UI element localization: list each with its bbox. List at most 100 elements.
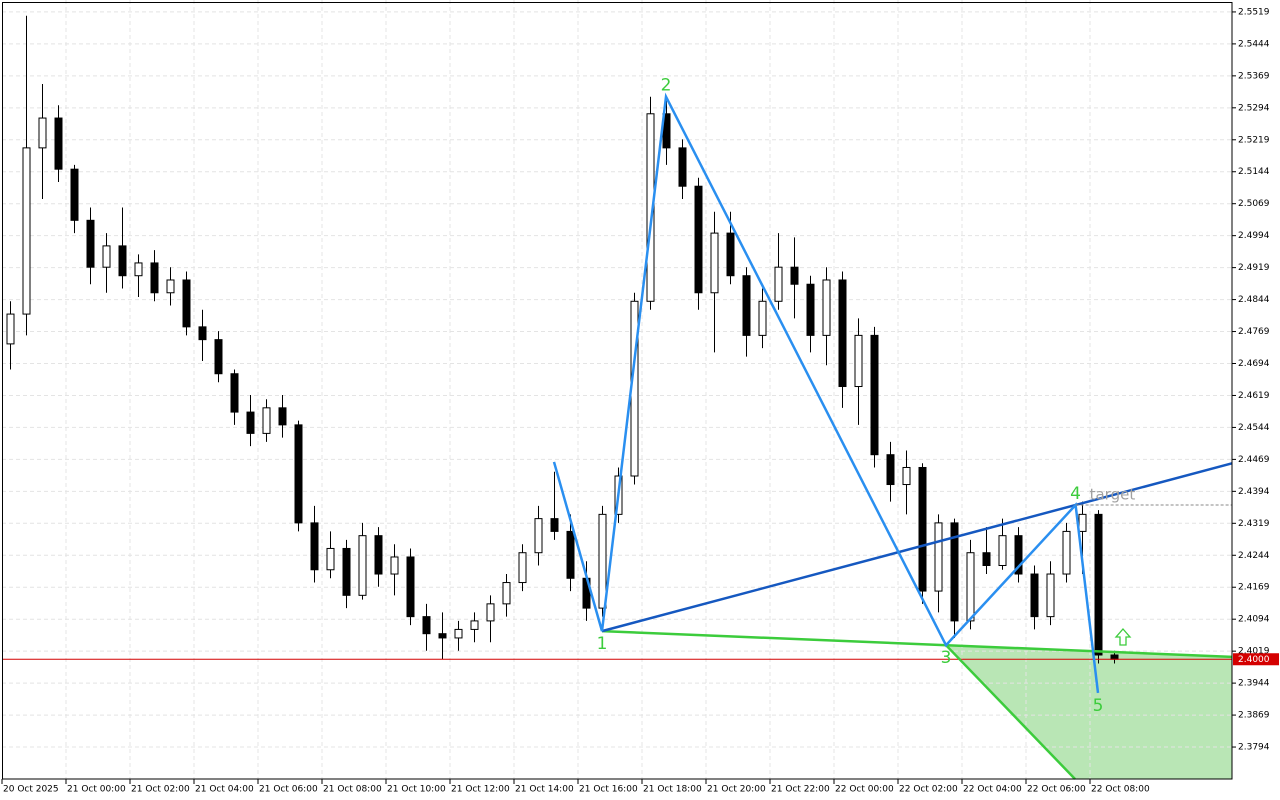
bear-candle	[230, 373, 239, 413]
bear-candle	[310, 522, 319, 571]
bear-candle	[54, 117, 63, 170]
y-tick-label: 2.4244	[1238, 551, 1270, 561]
y-tick-label: 2.4019	[1238, 647, 1270, 657]
grid	[2, 0, 1232, 779]
wave-line	[552, 92, 1100, 694]
bull-candle	[646, 113, 655, 302]
buy-arrow	[1114, 628, 1132, 646]
bull-candle	[998, 535, 1007, 566]
lower-trendline	[601, 629, 1233, 659]
bull-candle	[326, 547, 335, 571]
y-tick-label: 2.4769	[1238, 327, 1270, 337]
bear-candle	[838, 279, 847, 388]
bull-candle	[518, 552, 527, 584]
wave-label: 1	[597, 634, 608, 654]
bear-candle	[182, 279, 191, 328]
y-tick-label: 2.4544	[1238, 423, 1270, 433]
bear-candle	[294, 424, 303, 524]
bear-candle	[886, 454, 895, 486]
x-tick-label: 21 Oct 14:00	[515, 785, 574, 795]
x-tick-label: 21 Oct 06:00	[259, 785, 318, 795]
bull-candle	[854, 334, 863, 388]
y-tick-label: 2.5369	[1238, 71, 1270, 81]
zone-edge	[945, 644, 1076, 780]
x-tick-label: 21 Oct 02:00	[131, 785, 190, 795]
bear-candle	[982, 552, 991, 566]
bull-candle	[1078, 513, 1087, 532]
bull-candle	[758, 300, 767, 336]
bull-candle	[166, 279, 175, 294]
y-tick-label: 2.4469	[1238, 455, 1270, 465]
bear-candle	[422, 616, 431, 635]
x-tick-label: 22 Oct 00:00	[835, 785, 894, 795]
y-tick-label: 2.5219	[1238, 135, 1270, 145]
bear-candle	[406, 556, 415, 618]
upper-trendline	[601, 462, 1233, 633]
bear-candle	[1014, 535, 1023, 575]
bull-candle	[1046, 573, 1055, 618]
bull-candle	[822, 279, 831, 336]
x-tick-label: 21 Oct 00:00	[67, 785, 126, 795]
bull-candle	[470, 620, 479, 630]
wave-label: 2	[661, 76, 672, 96]
bull-candle	[534, 518, 543, 554]
y-tick-label: 2.3944	[1238, 679, 1270, 689]
bull-candle	[1062, 530, 1071, 575]
x-tick-label: 21 Oct 10:00	[387, 785, 446, 795]
bear-candle	[1030, 573, 1039, 618]
bear-candle	[1094, 513, 1103, 656]
bear-candle	[694, 185, 703, 294]
y-tick-label: 2.3794	[1238, 743, 1270, 753]
x-tick-label: 22 Oct 02:00	[899, 785, 958, 795]
axes: 2.5519 2.5444 2.5369 2.5294 2.5219 2.5144 2.50…	[1, 7, 1279, 795]
bear-candle	[214, 339, 223, 375]
x-tick-label: 21 Oct 08:00	[323, 785, 382, 795]
bull-candle	[102, 245, 111, 268]
y-tick-label: 2.5294	[1238, 103, 1270, 113]
bull-candle	[774, 266, 783, 302]
current-price-box	[1233, 653, 1279, 666]
y-tick-label: 2.5444	[1238, 39, 1270, 49]
x-tick-label: 22 Oct 06:00	[1027, 785, 1086, 795]
pattern: 1 2 3 4 5 target	[2, 76, 1233, 780]
bull-candle	[134, 262, 143, 277]
bear-candle	[566, 530, 575, 579]
bear-candle	[806, 283, 815, 336]
bull-candle	[6, 313, 15, 345]
y-tick-label: 2.4169	[1238, 583, 1270, 593]
bull-candle	[934, 522, 943, 592]
bear-candle	[246, 411, 255, 434]
bear-candle	[150, 262, 159, 294]
bull-candle	[358, 535, 367, 596]
y-tick-label: 2.5069	[1238, 199, 1270, 209]
y-tick-label: 2.4319	[1238, 519, 1270, 529]
y-tick-label: 2.5144	[1238, 167, 1270, 177]
bear-candle	[118, 245, 127, 277]
wave-label: 4	[1070, 484, 1081, 504]
y-tick-label: 2.4619	[1238, 391, 1270, 401]
plot-frame	[2, 2, 1233, 780]
y-tick-label: 2.4094	[1238, 615, 1270, 625]
bull-candle	[966, 552, 975, 622]
bull-candle	[262, 407, 271, 434]
bull-candle	[38, 117, 47, 149]
bull-candle	[598, 513, 607, 609]
x-tick-label: 22 Oct 08:00	[1091, 785, 1150, 795]
bear-candle	[278, 407, 287, 426]
bull-candle	[22, 147, 31, 315]
x-tick-label: 21 Oct 22:00	[771, 785, 830, 795]
bull-candle	[902, 466, 911, 486]
x-tick-label: 22 Oct 04:00	[963, 785, 1022, 795]
x-tick-label: 21 Oct 16:00	[579, 785, 638, 795]
bear-candle	[950, 522, 959, 622]
y-tick-label: 2.5519	[1238, 7, 1270, 17]
bear-candle	[342, 547, 351, 596]
bull-candle	[454, 628, 463, 639]
bear-candle	[1110, 654, 1119, 660]
y-tick-label: 2.4394	[1238, 487, 1270, 497]
current-price-label: 2.4000	[1238, 655, 1270, 665]
y-tick-label: 2.4694	[1238, 359, 1270, 369]
bear-candle	[790, 266, 799, 285]
x-tick-label: 20 Oct 2025	[3, 785, 59, 795]
